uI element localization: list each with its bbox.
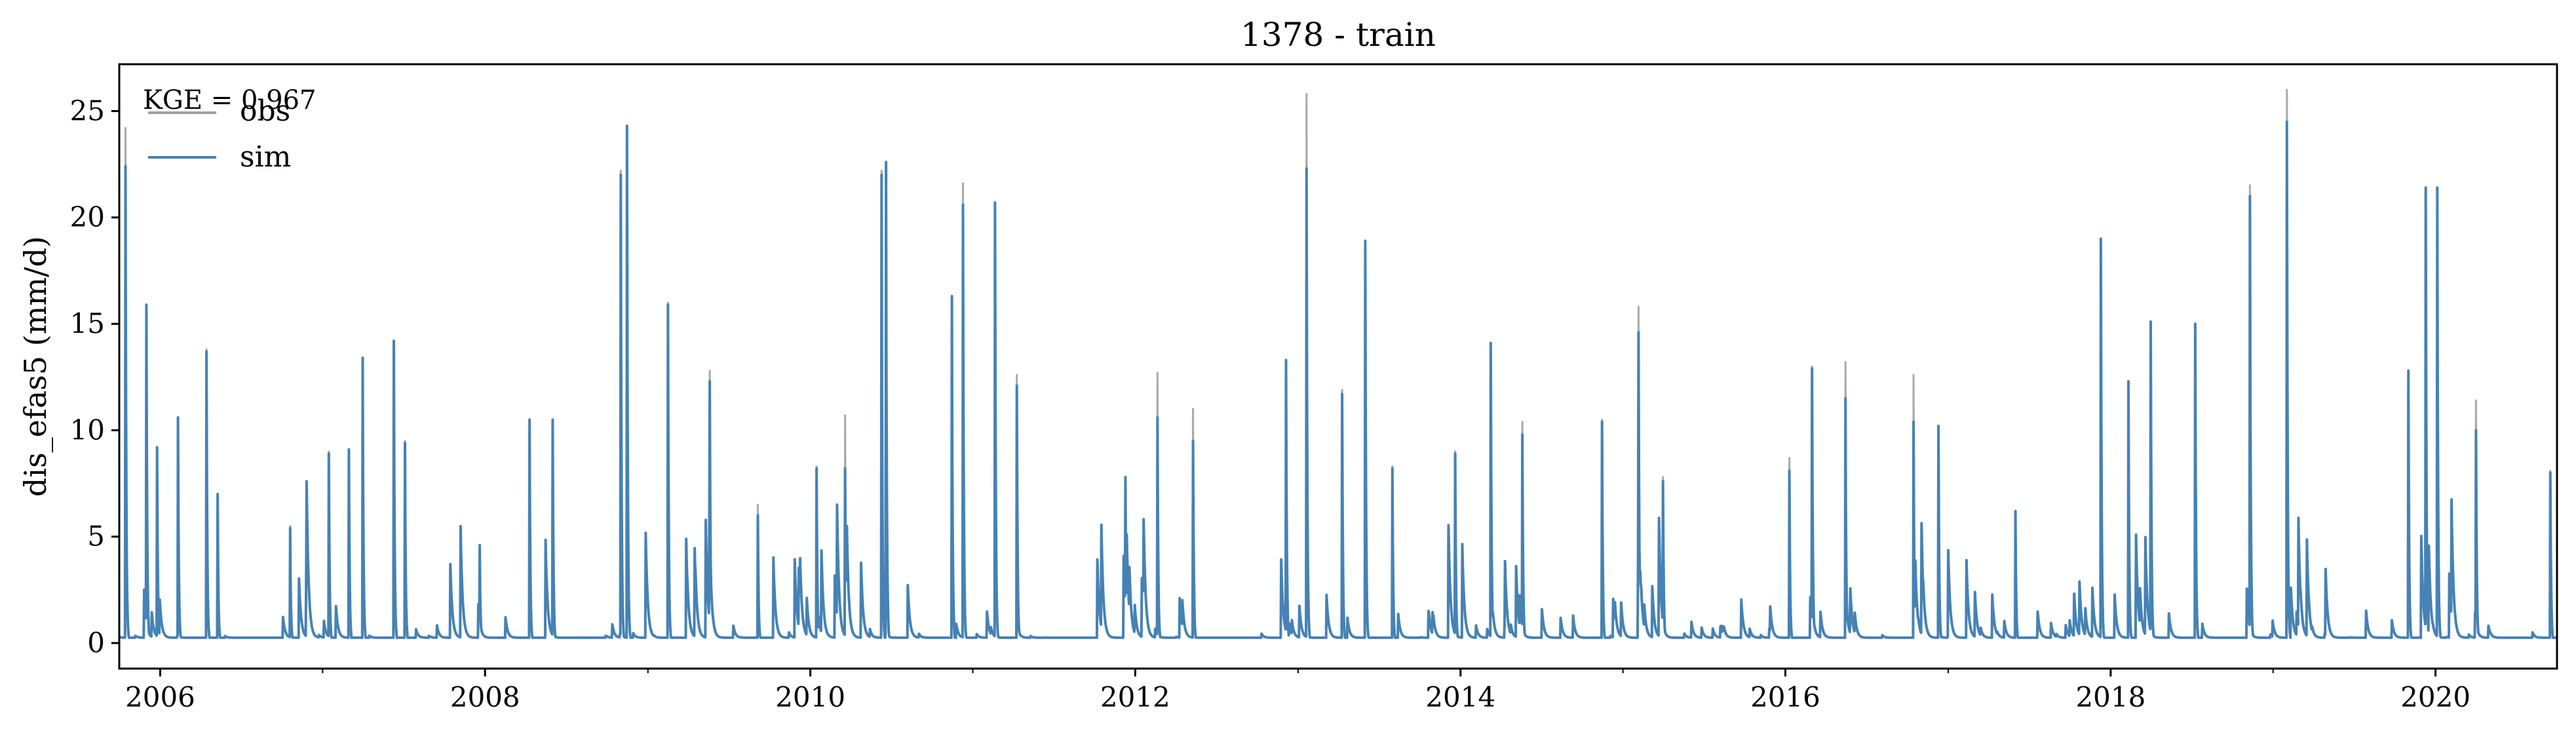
x-tick-label: 2012 <box>1100 681 1170 713</box>
y-axis-label: dis_efas5 (mm/d) <box>18 236 53 497</box>
y-tick-label: 15 <box>70 307 105 340</box>
legend-obs-label: obs <box>240 94 290 128</box>
x-tick-label: 2014 <box>1425 681 1495 713</box>
x-tick-label: 2016 <box>1750 681 1820 713</box>
y-axis: 0 5 10 15 20 25 <box>70 94 119 659</box>
kge-annotation: KGE = 0.967 <box>143 85 317 115</box>
x-axis: 2006 2008 2010 2012 2014 2016 2018 2020 <box>125 669 2470 713</box>
legend-sim-label: sim <box>240 140 291 174</box>
y-tick-label: 20 <box>70 201 105 233</box>
x-tick-label: 2006 <box>125 681 195 713</box>
chart-title: 1378 - train <box>1240 16 1436 54</box>
x-tick-label: 2018 <box>2075 681 2145 713</box>
series-line-sim <box>118 120 2558 639</box>
y-tick-label: 25 <box>70 94 105 127</box>
y-tick-label: 5 <box>87 520 105 553</box>
legend: obs sim <box>148 94 291 174</box>
x-tick-label: 2010 <box>775 681 845 713</box>
series-line-obs <box>119 88 2558 638</box>
plot-area <box>118 88 2558 639</box>
x-tick-label: 2008 <box>450 681 520 713</box>
y-tick-label: 0 <box>87 627 105 659</box>
y-tick-label: 10 <box>70 414 105 446</box>
x-tick-label: 2020 <box>2400 681 2470 713</box>
plot-frame <box>118 63 2558 670</box>
